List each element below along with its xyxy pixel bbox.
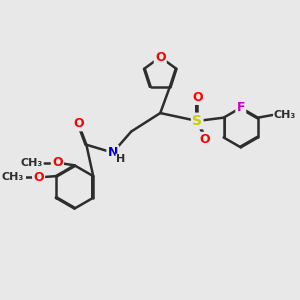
Text: O: O [200,133,210,146]
Text: O: O [73,117,84,130]
Text: CH₃: CH₃ [274,110,296,120]
Text: O: O [155,51,166,64]
Text: H: H [116,154,125,164]
Text: N: N [108,146,118,159]
Text: CH₃: CH₃ [21,158,43,168]
Text: O: O [52,156,63,169]
Text: S: S [192,114,202,128]
Text: F: F [236,101,245,114]
Text: O: O [192,91,202,104]
Text: CH₃: CH₃ [2,172,24,182]
Text: O: O [33,171,44,184]
